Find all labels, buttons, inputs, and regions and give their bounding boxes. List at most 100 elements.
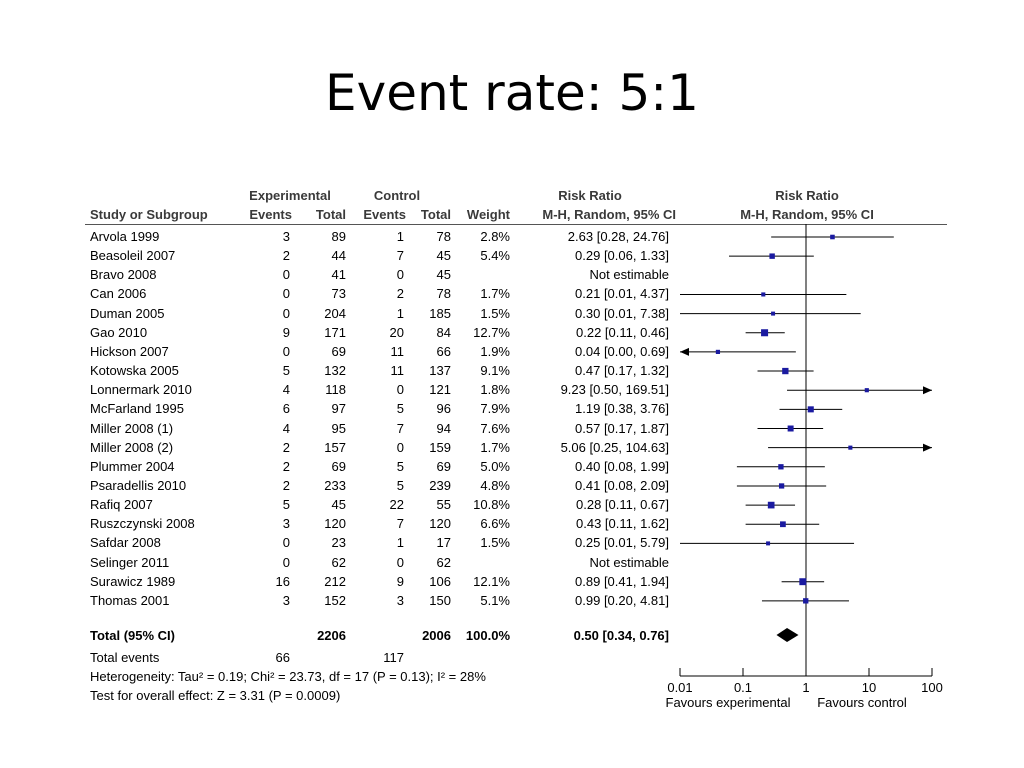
cell-weight: 4.8%: [480, 477, 510, 493]
cell-exp-total: 95: [331, 420, 346, 436]
cell-weight: 1.9%: [480, 343, 510, 359]
cell-ci-text: 1.19 [0.38, 3.76]: [575, 401, 669, 417]
cell-exp-total: 171: [324, 324, 346, 340]
study-marker: [771, 311, 776, 316]
favours-experimental-label: Favours experimental: [666, 695, 791, 710]
cell-study: Ruszczynski 2008: [90, 516, 195, 532]
cell-ctl-events: 5: [396, 477, 404, 493]
cell-study: Can 2006: [90, 286, 147, 302]
cell-weight: 1.7%: [480, 439, 510, 455]
cell-exp-total: 97: [331, 401, 346, 417]
cell-study: Rafiq 2007: [90, 497, 153, 513]
cell-exp-total: 120: [324, 516, 346, 532]
study-marker: [715, 349, 721, 354]
heterogeneity-text: Heterogeneity: Tau² = 0.19; Chi² = 23.73…: [90, 669, 486, 684]
cell-exp-events: 16: [275, 573, 290, 589]
cell-exp-events: 0: [282, 554, 290, 570]
cell-ci-text: 0.04 [0.00, 0.69]: [575, 343, 669, 359]
cell-exp-events: 5: [282, 363, 290, 379]
cell-study: Beasoleil 2007: [90, 248, 176, 264]
cell-study: Plummer 2004: [90, 458, 175, 474]
cell-exp-total: 212: [324, 573, 346, 589]
col-header-exp-events: Events: [249, 207, 292, 222]
col-header-rr-plot: M-H, Random, 95% CI: [740, 207, 874, 222]
cell-ctl-events: 1: [396, 535, 404, 551]
cell-study: Gao 2010: [90, 324, 148, 340]
cell-study: Kotowska 2005: [90, 363, 179, 379]
study-marker: [761, 329, 769, 337]
cell-ctl-total: 69: [436, 458, 451, 474]
cell-ctl-total: 78: [436, 229, 451, 244]
ci-arrow-right: [923, 386, 932, 395]
x-tick-label: 1: [802, 680, 809, 695]
cell-ctl-total: 159: [429, 439, 451, 455]
total-ci-text: 0.50 [0.34, 0.76]: [573, 628, 669, 643]
cell-study: Hickson 2007: [90, 343, 169, 359]
study-marker: [787, 425, 794, 432]
cell-ctl-total: 62: [436, 554, 451, 570]
cell-ctl-events: 2: [396, 286, 404, 302]
study-marker: [803, 598, 809, 604]
ci-arrow-left: [680, 347, 689, 356]
col-header-exp-total: Total: [315, 207, 346, 222]
cell-ctl-total: 121: [429, 382, 451, 398]
cell-weight: 6.6%: [480, 516, 510, 532]
cell-weight: 2.8%: [480, 229, 510, 244]
col-header-ctl-events: Events: [363, 207, 406, 222]
cell-exp-total: 69: [331, 458, 346, 474]
cell-weight: 7.9%: [480, 401, 510, 417]
cell-exp-events: 3: [282, 592, 290, 608]
cell-ctl-total: 17: [436, 535, 451, 551]
cell-study: McFarland 1995: [90, 401, 184, 417]
cell-ci-text: 0.21 [0.01, 4.37]: [575, 286, 669, 302]
col-header-study: Study or Subgroup: [90, 207, 208, 222]
cell-ci-text: 0.40 [0.08, 1.99]: [575, 458, 669, 474]
header-control: Control: [373, 188, 421, 203]
cell-ctl-events: 0: [396, 382, 404, 398]
cell-exp-events: 4: [282, 382, 290, 398]
cell-exp-total: 157: [324, 439, 346, 455]
cell-exp-total: 23: [331, 535, 346, 551]
col-header-ctl-total: Total: [420, 207, 451, 222]
study-marker: [766, 541, 771, 546]
cell-exp-events: 9: [282, 324, 290, 340]
cell-ci-text: 0.29 [0.06, 1.33]: [575, 248, 669, 264]
x-tick-label: 0.1: [734, 680, 752, 695]
study-marker: [782, 367, 789, 375]
cell-ctl-events: 0: [396, 267, 404, 283]
cell-ci-text: 5.06 [0.25, 104.63]: [560, 439, 669, 455]
cell-exp-events: 0: [282, 286, 290, 302]
cell-weight: 1.8%: [480, 382, 510, 398]
cell-ctl-events: 3: [396, 592, 404, 608]
header-experimental: Experimental: [249, 188, 331, 203]
total-events-label: Total events: [90, 650, 160, 665]
cell-weight: 1.7%: [480, 286, 510, 302]
study-marker: [767, 501, 775, 509]
cell-ctl-total: 96: [436, 401, 451, 417]
study-marker: [761, 292, 766, 297]
cell-weight: 12.7%: [473, 324, 510, 340]
cell-ctl-total: 55: [436, 497, 451, 513]
cell-exp-events: 0: [282, 267, 290, 283]
study-marker: [848, 445, 853, 450]
cell-exp-events: 2: [282, 248, 290, 264]
cell-exp-total: 204: [324, 305, 346, 321]
study-marker: [778, 483, 785, 489]
cell-ctl-events: 0: [396, 439, 404, 455]
study-marker: [778, 464, 784, 470]
cell-exp-total: 118: [325, 382, 346, 398]
cell-ctl-total: 45: [436, 248, 451, 264]
cell-ctl-events: 5: [396, 401, 404, 417]
cell-exp-events: 5: [282, 497, 290, 513]
cell-ctl-total: 137: [429, 363, 451, 379]
cell-exp-events: 4: [282, 420, 290, 436]
cell-ci-text: 9.23 [0.50, 169.51]: [560, 382, 669, 398]
cell-ctl-events: 7: [396, 420, 404, 436]
cell-ctl-total: 239: [429, 477, 451, 493]
cell-exp-events: 2: [282, 458, 290, 474]
cell-study: Arvola 1999: [90, 229, 160, 244]
cell-ctl-total: 66: [436, 343, 451, 359]
cell-study: Surawicz 1989: [90, 573, 176, 589]
cell-study: Miller 2008 (1): [90, 420, 174, 436]
